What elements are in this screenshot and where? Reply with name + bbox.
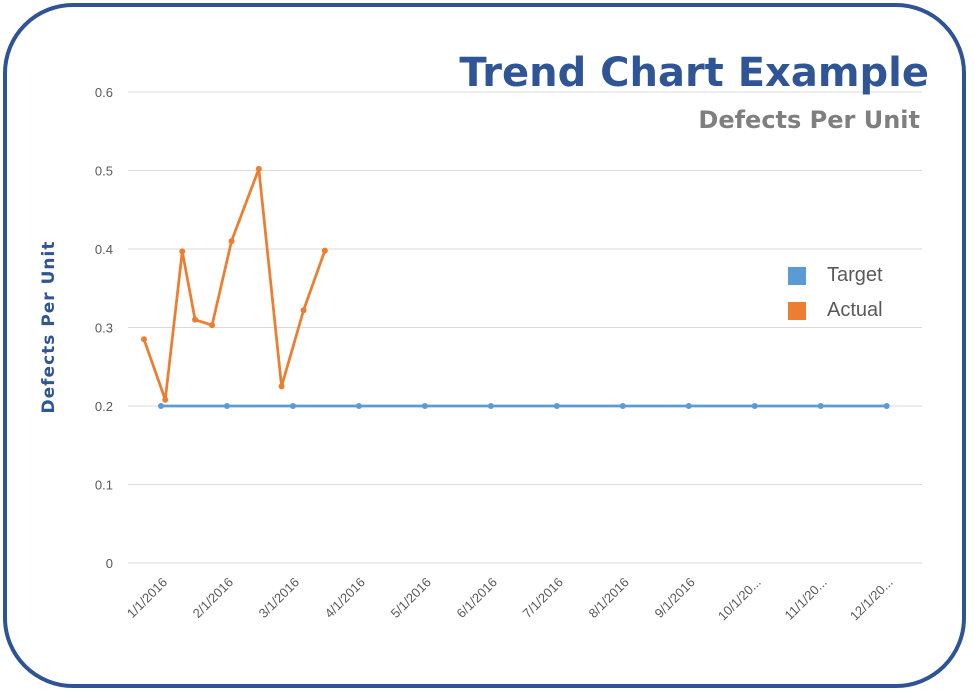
data-point-actual <box>209 322 216 329</box>
data-point-target <box>553 403 560 409</box>
data-point-target <box>751 403 758 409</box>
data-point-target <box>487 403 494 409</box>
legend-label-target: Target <box>827 264 883 286</box>
chart-title: Trend Chart Example <box>459 50 929 96</box>
chart-frame <box>3 3 966 688</box>
x-tick-label: 2/1/2016 <box>190 575 236 621</box>
legend-swatch-actual <box>788 301 806 320</box>
x-tick-label: 8/1/2016 <box>586 575 632 621</box>
data-point-target <box>355 403 362 409</box>
y-tick-label: 0.2 <box>95 399 113 414</box>
x-tick-label: 9/1/2016 <box>651 575 697 621</box>
y-tick-label: 0.4 <box>95 242 113 257</box>
data-point-target <box>817 403 824 409</box>
data-point-target <box>421 403 428 409</box>
y-axis-ticks: 0 0.1 0.2 0.3 0.4 0.5 0.6 <box>95 85 113 571</box>
legend-item-actual: Actual <box>788 293 883 328</box>
legend: Target Actual <box>788 258 883 328</box>
series-group <box>140 165 890 409</box>
data-point-actual <box>255 165 262 172</box>
x-tick-label: 4/1/2016 <box>322 575 368 621</box>
gridlines <box>128 91 922 564</box>
y-tick-label: 0.1 <box>95 478 113 493</box>
x-tick-label: 3/1/2016 <box>256 575 302 621</box>
x-tick-label: 5/1/2016 <box>388 575 434 621</box>
x-tick-label: 11/1/20... <box>782 575 830 623</box>
data-point-actual <box>140 336 147 343</box>
series-line-actual <box>142 167 327 402</box>
x-axis-ticks: 1/1/2016 2/1/2016 3/1/2016 4/1/2016 5/1/2016… <box>124 575 896 624</box>
y-axis-label: Defects Per Unit <box>39 240 59 414</box>
data-point-actual <box>278 383 285 390</box>
data-point-actual <box>321 247 328 254</box>
x-tick-label: 1/1/2016 <box>124 575 170 621</box>
data-point-actual <box>192 316 199 323</box>
legend-swatch-target <box>788 266 806 285</box>
data-point-target <box>685 403 692 409</box>
x-tick-label: 7/1/2016 <box>520 575 566 621</box>
legend-label-actual: Actual <box>827 299 883 321</box>
y-tick-label: 0 <box>106 556 113 571</box>
data-point-target <box>158 403 164 409</box>
legend-item-target: Target <box>788 258 883 293</box>
y-tick-label: 0.6 <box>95 85 113 100</box>
y-tick-label: 0.3 <box>95 321 113 336</box>
data-point-actual <box>300 307 307 314</box>
data-point-actual <box>162 396 169 403</box>
x-tick-label: 10/1/20... <box>715 575 764 624</box>
data-point-target <box>223 403 230 409</box>
data-point-target <box>289 403 296 409</box>
data-point-target <box>619 403 626 409</box>
y-tick-label: 0.5 <box>95 164 113 179</box>
data-point-actual <box>179 248 186 255</box>
data-point-actual <box>228 238 235 245</box>
x-tick-label: 6/1/2016 <box>454 575 500 621</box>
x-tick-label: 12/1/20... <box>847 575 896 624</box>
data-point-target <box>883 403 890 409</box>
chart-subtitle: Defects Per Unit <box>698 106 920 134</box>
